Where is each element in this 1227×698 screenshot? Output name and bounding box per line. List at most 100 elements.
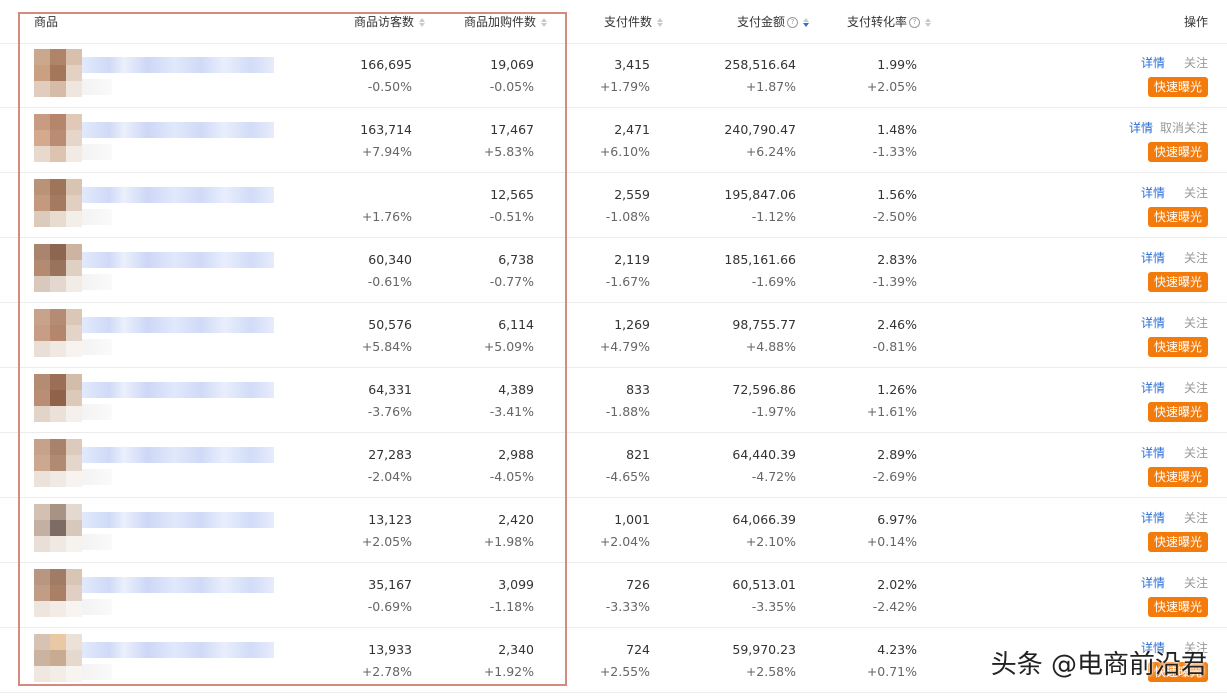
product-thumbnail[interactable]: [34, 114, 82, 162]
header-cart-adds[interactable]: 商品加购件数: [464, 14, 549, 30]
cart-adds-value: 6,738: [498, 252, 534, 267]
paid-amount-value: 258,516.64: [724, 57, 796, 72]
follow-link[interactable]: 关注: [1183, 446, 1208, 460]
paid-items-change: +6.10%: [599, 144, 650, 159]
follow-link[interactable]: 关注: [1183, 381, 1208, 395]
product-thumbnail[interactable]: [34, 309, 82, 357]
detail-link[interactable]: 详情: [1140, 381, 1165, 395]
quick-exposure-button[interactable]: 快速曝光: [1148, 77, 1208, 97]
product-title-blurred[interactable]: [82, 317, 274, 333]
cart-adds-change: -1.18%: [489, 599, 534, 614]
header-conversion[interactable]: 支付转化率 ?: [847, 14, 933, 30]
visitors-change: -3.76%: [367, 404, 412, 419]
cart-adds-value: 2,420: [498, 512, 534, 527]
detail-link[interactable]: 详情: [1128, 121, 1153, 135]
product-title-blurred[interactable]: [82, 577, 274, 593]
help-icon[interactable]: ?: [909, 16, 920, 28]
detail-link[interactable]: 详情: [1140, 446, 1165, 460]
sort-icon[interactable]: [657, 16, 665, 28]
paid-items-change: -4.65%: [605, 469, 650, 484]
cart-adds-change: +1.98%: [483, 534, 534, 549]
header-conversion-label: 支付转化率: [846, 15, 907, 29]
product-title-blurred[interactable]: [82, 57, 274, 73]
sort-desc-icon[interactable]: [803, 16, 811, 28]
product-title-blurred[interactable]: [82, 382, 274, 398]
quick-exposure-button[interactable]: 快速曝光: [1148, 467, 1208, 487]
sort-icon[interactable]: [419, 16, 427, 28]
paid-items-change: +4.79%: [599, 339, 650, 354]
paid-amount-value: 185,161.66: [724, 252, 796, 267]
quick-exposure-button[interactable]: 快速曝光: [1148, 597, 1208, 617]
detail-link[interactable]: 详情: [1140, 56, 1165, 70]
paid-items-change: -3.33%: [605, 599, 650, 614]
visitors-value: 13,933: [368, 642, 412, 657]
quick-exposure-button[interactable]: 快速曝光: [1148, 337, 1208, 357]
cart-adds-change: -0.77%: [489, 274, 534, 289]
product-thumbnail[interactable]: [34, 439, 82, 487]
detail-link[interactable]: 详情: [1140, 186, 1165, 200]
paid-amount-value: 64,440.39: [732, 447, 796, 462]
header-visitors[interactable]: 商品访客数: [354, 14, 427, 30]
sort-icon[interactable]: [541, 16, 549, 28]
product-title-blurred[interactable]: [82, 642, 274, 658]
detail-link[interactable]: 详情: [1140, 316, 1165, 330]
paid-items-value: 833: [626, 382, 650, 397]
follow-link[interactable]: 关注: [1183, 251, 1208, 265]
conversion-value: 2.89%: [877, 447, 917, 462]
visitors-change: +7.94%: [361, 144, 412, 159]
product-thumbnail[interactable]: [34, 374, 82, 422]
detail-link[interactable]: 详情: [1140, 251, 1165, 265]
product-title-blurred[interactable]: [82, 447, 274, 463]
follow-link[interactable]: 关注: [1183, 511, 1208, 525]
product-title-blurred[interactable]: [82, 187, 274, 203]
conversion-value: 6.97%: [877, 512, 917, 527]
visitors-value: 13,123: [368, 512, 412, 527]
cart-adds-change: -3.41%: [489, 404, 534, 419]
follow-link[interactable]: 关注: [1183, 56, 1208, 70]
cart-adds-change: +5.09%: [483, 339, 534, 354]
product-title-blurred[interactable]: [82, 512, 274, 528]
detail-link[interactable]: 详情: [1140, 641, 1165, 655]
help-icon[interactable]: ?: [787, 16, 798, 28]
detail-link[interactable]: 详情: [1140, 511, 1165, 525]
product-subtitle-blurred: [82, 599, 112, 615]
sort-icon[interactable]: [925, 16, 933, 28]
cart-adds-value: 6,114: [498, 317, 534, 332]
product-thumbnail[interactable]: [34, 244, 82, 292]
product-thumbnail[interactable]: [34, 504, 82, 552]
paid-items-value: 3,415: [614, 57, 650, 72]
detail-link[interactable]: 详情: [1140, 576, 1165, 590]
quick-exposure-button[interactable]: 快速曝光: [1148, 532, 1208, 552]
follow-link[interactable]: 关注: [1183, 186, 1208, 200]
quick-exposure-button[interactable]: 快速曝光: [1148, 272, 1208, 292]
product-thumbnail[interactable]: [34, 49, 82, 97]
product-thumbnail[interactable]: [34, 634, 82, 682]
paid-items-change: -1.08%: [605, 209, 650, 224]
watermark-text: 头条 @电商前沿君: [990, 650, 1207, 680]
product-thumbnail[interactable]: [34, 569, 82, 617]
visitors-change: +2.05%: [361, 534, 412, 549]
quick-exposure-button[interactable]: 快速曝光: [1148, 207, 1208, 227]
unfollow-link[interactable]: 取消关注: [1159, 121, 1208, 135]
header-paid-items[interactable]: 支付件数: [604, 14, 665, 30]
cart-adds-value: 12,565: [490, 187, 534, 202]
product-subtitle-blurred: [82, 79, 112, 95]
product-title-blurred[interactable]: [82, 122, 274, 138]
header-cart-adds-label: 商品加购件数: [463, 15, 536, 29]
product-subtitle-blurred: [82, 664, 112, 680]
conversion-change: -2.69%: [872, 469, 917, 484]
visitors-value: 50,576: [368, 317, 412, 332]
quick-exposure-button[interactable]: 快速曝光: [1148, 402, 1208, 422]
quick-exposure-button[interactable]: 快速曝光: [1148, 142, 1208, 162]
follow-link[interactable]: 关注: [1183, 576, 1208, 590]
quick-exposure-button[interactable]: 快速曝光: [1148, 662, 1208, 682]
conversion-value: 1.99%: [877, 57, 917, 72]
product-title-blurred[interactable]: [82, 252, 274, 268]
follow-link[interactable]: 关注: [1183, 316, 1208, 330]
product-thumbnail[interactable]: [34, 179, 82, 227]
header-paid-amount[interactable]: 支付金额 ?: [737, 14, 811, 30]
conversion-change: -2.50%: [872, 209, 917, 224]
paid-items-value: 724: [626, 642, 650, 657]
header-paid-items-label: 支付件数: [603, 15, 652, 29]
follow-link[interactable]: 关注: [1183, 641, 1208, 655]
